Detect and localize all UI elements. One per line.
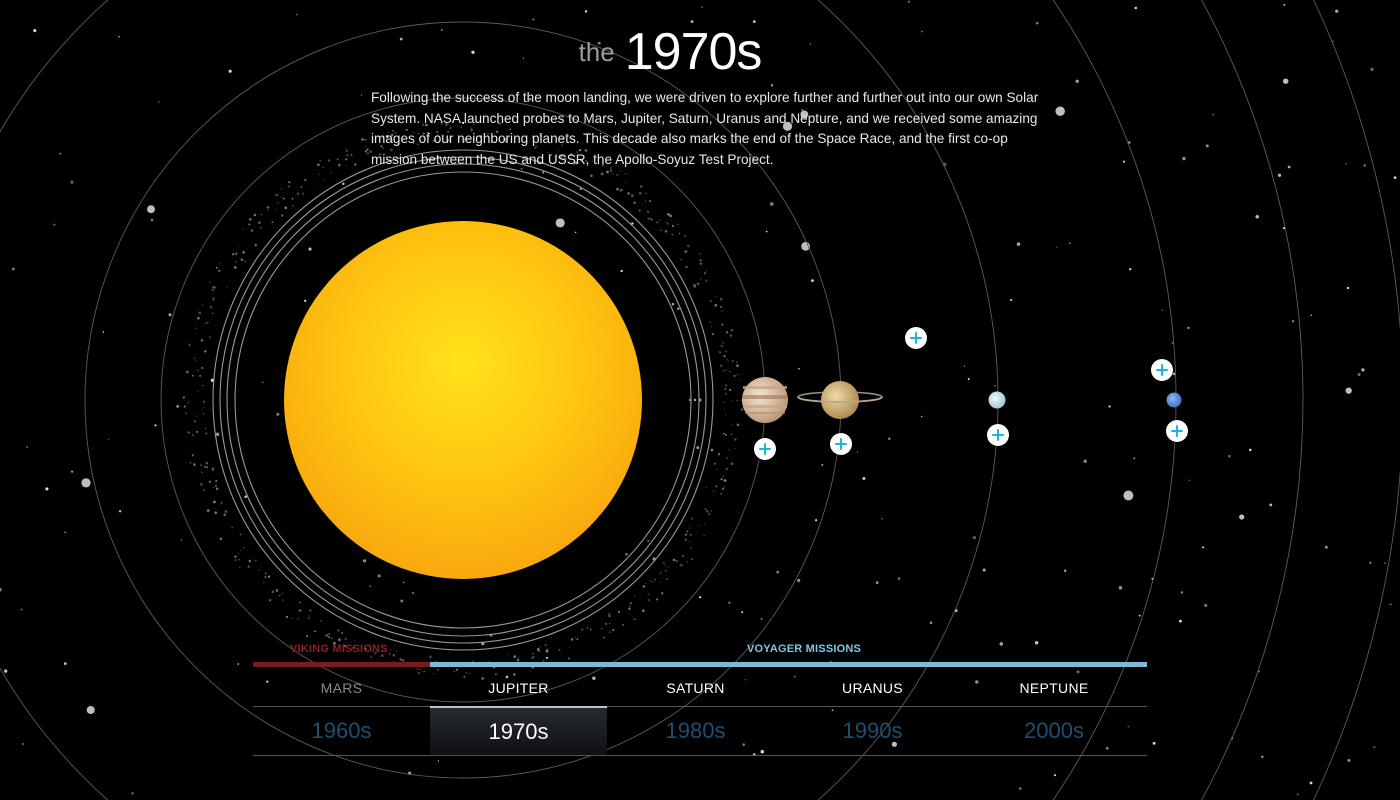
- neptune: [1166, 392, 1182, 408]
- plus-icon[interactable]: [830, 433, 852, 455]
- saturn: [797, 381, 883, 419]
- neptune-planet[interactable]: [1166, 392, 1182, 408]
- orbit-ring: [1200, 0, 1304, 800]
- jupiter: [742, 377, 788, 423]
- voyager-missions-label: VOYAGER MISSIONS: [747, 643, 862, 655]
- voyager-missions-bar: [430, 662, 1147, 667]
- page-title: the 1970s: [0, 22, 1340, 82]
- uranus: [988, 391, 1006, 409]
- viking-missions-label: VIKING MISSIONS: [290, 643, 388, 655]
- uranus-planet[interactable]: [988, 391, 1006, 409]
- planet-tab-uranus[interactable]: URANUS: [842, 680, 903, 696]
- orbit-ring: [212, 149, 714, 651]
- jupiter-planet[interactable]: [742, 377, 788, 423]
- decade-tab-1990s[interactable]: 1990s: [842, 718, 903, 743]
- decade-description: Following the success of the moon landin…: [371, 90, 1039, 167]
- title-decade: 1970s: [624, 23, 763, 81]
- decade-tab-1980s[interactable]: 1980s: [665, 718, 726, 743]
- plus-icon[interactable]: [1166, 420, 1188, 442]
- plus-icon[interactable]: [1151, 359, 1173, 381]
- saturn-planet[interactable]: [821, 381, 859, 419]
- decade-timeline: VIKING MISSIONS VOYAGER MISSIONS MARS JU…: [253, 640, 1147, 760]
- planet-tab-mars[interactable]: MARS: [320, 680, 363, 696]
- planet-tab-jupiter[interactable]: JUPITER: [488, 680, 549, 696]
- planet-tab-neptune[interactable]: NEPTUNE: [1019, 680, 1089, 696]
- decade-row: 1960s 1970s 1980s 1990s 2000s: [253, 706, 1147, 756]
- viking-missions-bar: [253, 662, 430, 667]
- decade-tab-2000s[interactable]: 2000s: [1024, 718, 1084, 743]
- plus-icon[interactable]: [905, 327, 927, 349]
- sun: [284, 221, 642, 579]
- title-prefix: the: [578, 37, 615, 67]
- orbit-ring: [219, 156, 707, 644]
- planet-tab-saturn[interactable]: SATURN: [666, 680, 725, 696]
- planet-row: MARS JUPITER SATURN URANUS NEPTUNE: [253, 670, 1147, 707]
- inner-planets: [688, 398, 702, 402]
- plus-icon[interactable]: [987, 424, 1009, 446]
- decade-tab-1970s[interactable]: 1970s: [430, 706, 607, 755]
- decade-tab-1960s[interactable]: 1960s: [311, 718, 372, 743]
- plus-icon[interactable]: [754, 438, 776, 460]
